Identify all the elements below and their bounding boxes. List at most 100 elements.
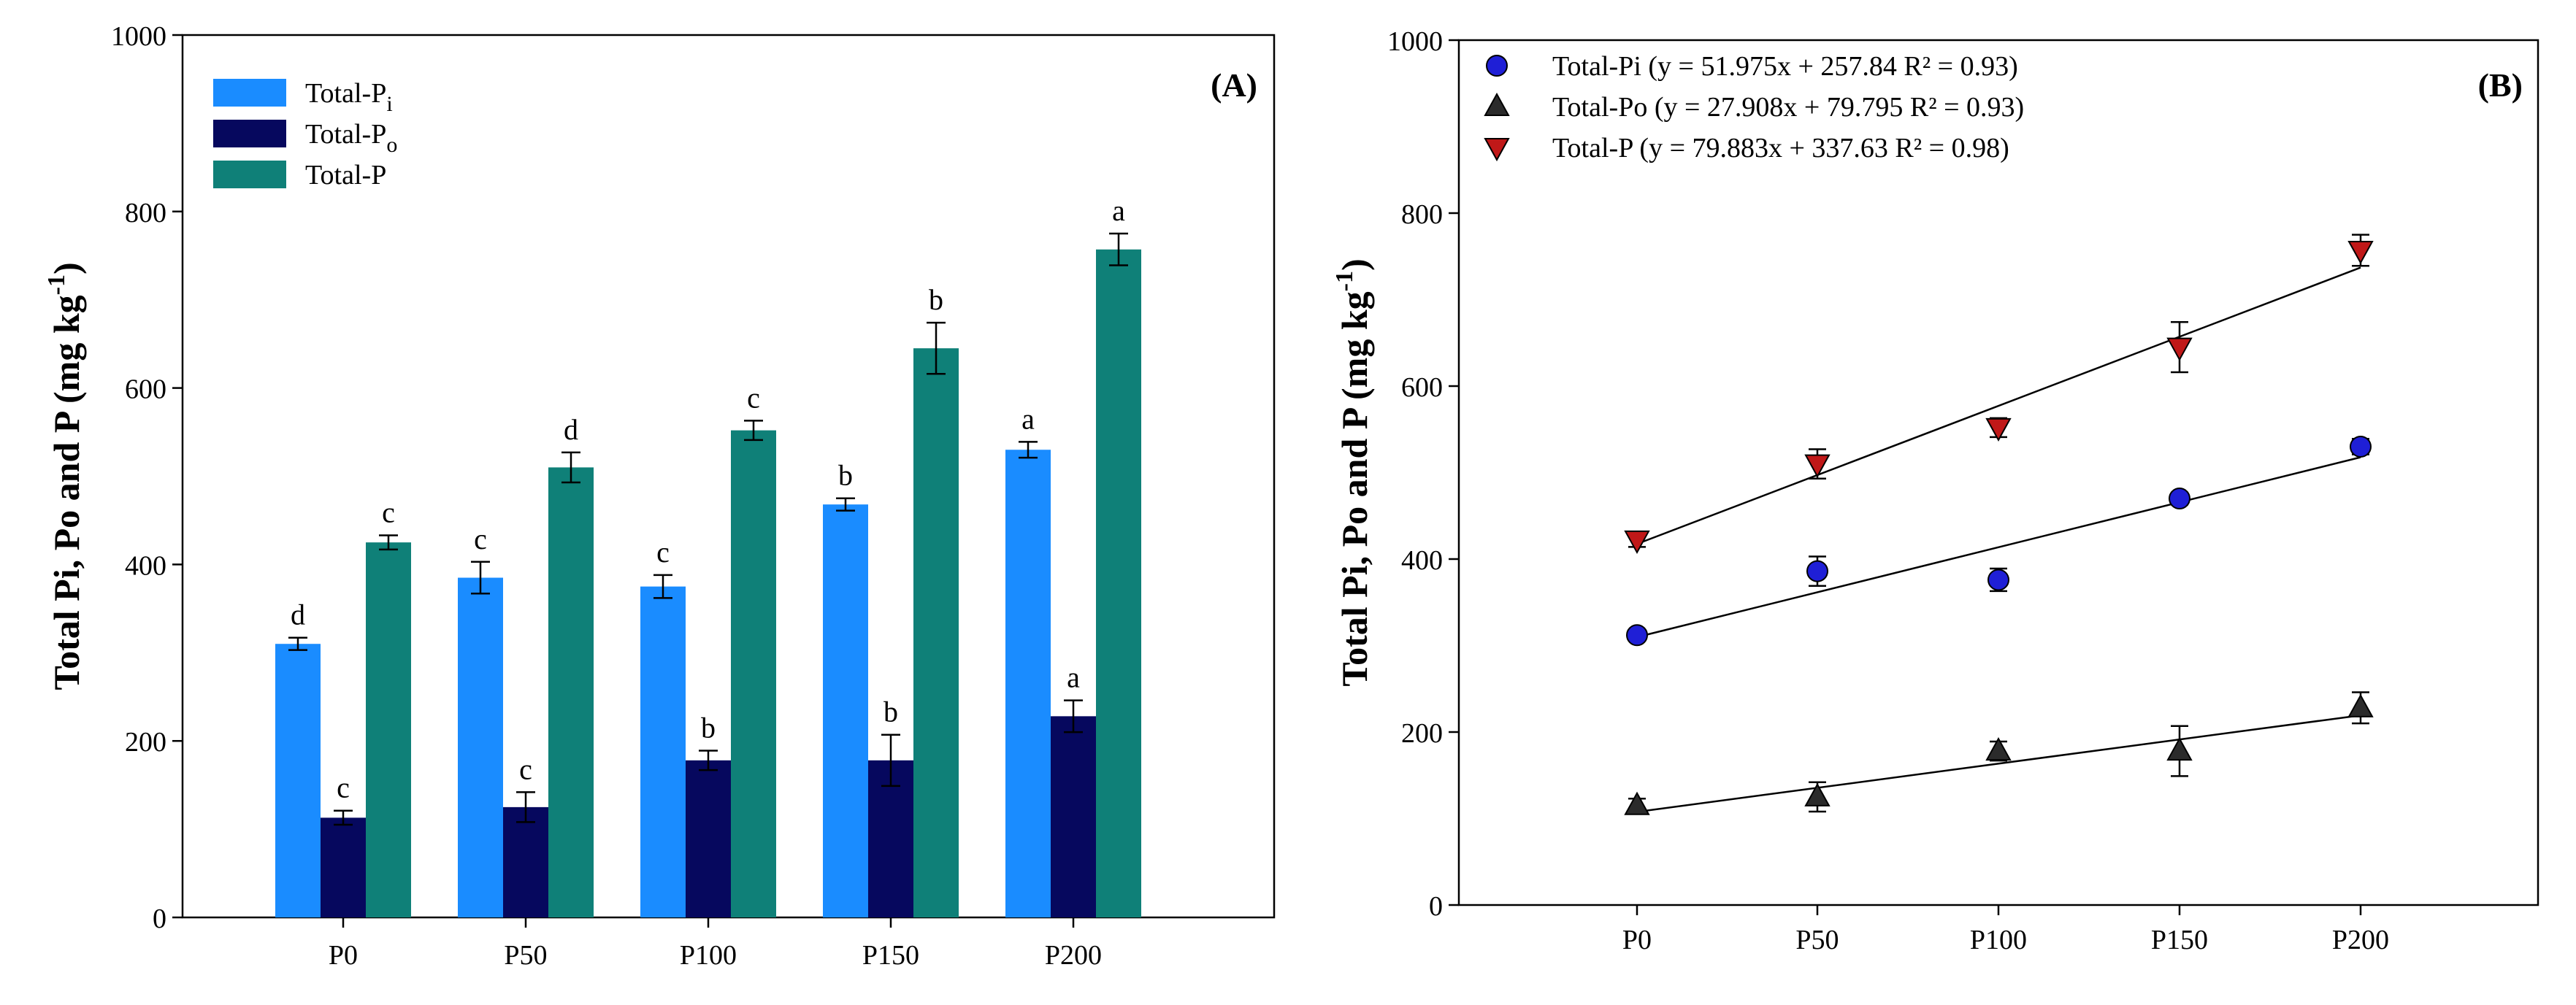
bar-total-pi-p0 [275,644,321,917]
x-tick-label: P200 [2332,925,2389,955]
significance-letter: d [291,598,305,631]
point-total-p-p100 [1985,417,2012,442]
legend-marker [1486,55,1508,77]
point-total-p-p0 [1624,530,1650,555]
legend-marker [1484,138,1510,162]
bar-total-pi-p50 [458,577,503,917]
bar-total-p-p100 [731,430,776,917]
y-axis-label: Total Pi, Po and P (mg kg-1) [1331,258,1375,686]
y-tick-label: 800 [125,198,166,228]
significance-letter: c [337,771,350,804]
y-tick-label: 1000 [1387,26,1443,57]
significance-letter: a [1067,661,1080,694]
legend-label: Total-Pi [305,78,393,116]
significance-letter: c [474,523,487,555]
legend-swatch [213,79,286,107]
point-total-p-p50 [1804,454,1831,478]
plot-frame [1457,39,2539,906]
significance-letter: b [883,696,898,728]
point-total-po-p0 [1624,791,1650,815]
bar-total-pi-p150 [823,504,868,917]
x-tick-label: P100 [1970,925,2027,955]
point-total-po-p100 [1985,736,2012,761]
bar-total-pi-p200 [1005,450,1051,917]
panel-label: (B) [2478,66,2523,104]
legend-label-sub: i [386,92,392,116]
bar-total-p-p200 [1096,249,1141,917]
point-total-p-p150 [2166,337,2193,361]
bar-total-po-p100 [686,760,731,917]
panel-a-bar-chart: 0 200 400 600 800 1000 P0 P50 P100 P150 P200 d c c b a c… [43,21,1276,971]
significance-letter: a [1021,402,1035,435]
legend-label: Total-Pi (y = 51.975x + 257.84 R² = 0.93… [1552,51,2018,82]
significance-letter: b [838,459,853,492]
bar-total-pi-p100 [640,586,686,917]
point-total-pi-p0 [1626,624,1648,647]
legend-label: Total-Po [305,119,397,157]
y-tick-label: 600 [125,374,166,405]
fit-line-total-po [1636,714,2361,813]
x-tick-label: P0 [329,940,358,971]
y-axis-label-tail: ) [46,262,87,274]
point-total-pi-p50 [1806,560,1828,582]
y-axis-label-sup: -1 [1331,271,1358,291]
significance-letter: b [701,711,716,744]
legend-label-main: Total-P [305,160,386,190]
x-tick-label: P200 [1045,940,1102,971]
panel-label: (A) [1211,66,1257,104]
point-total-po-p150 [2166,736,2193,761]
legend-label: Total-P (y = 79.883x + 337.63 R² = 0.98) [1552,133,2009,163]
y-tick-label: 800 [1401,199,1443,230]
bar-total-p-p50 [548,467,594,917]
legend-swatch [213,161,286,188]
y-axis-label: Total Pi, Po and P (mg kg-1) [43,262,87,690]
legend-label: Total-P [305,160,386,190]
y-tick-label: 400 [1401,545,1443,576]
x-tick-label: P50 [504,940,547,971]
x-tick-label: P150 [2151,925,2208,955]
y-tick-label: 200 [1401,718,1443,749]
fit-line-total-p [1636,266,2361,545]
bar-total-po-p200 [1051,716,1096,917]
bar-total-p-p150 [913,348,959,917]
point-total-pi-p150 [2169,488,2190,510]
bar-total-po-p0 [321,817,366,917]
y-axis-label-main: Total Pi, Po and P (mg kg [1334,291,1375,686]
y-tick-label: 200 [125,727,166,758]
x-tick-label: P150 [862,940,919,971]
significance-letter: b [929,283,943,316]
significance-letter: c [747,381,760,414]
y-tick-label: 0 [1429,891,1443,922]
significance-letter: c [382,496,395,529]
significance-letter: a [1112,194,1125,227]
y-tick-label: 0 [153,904,166,934]
y-tick-label: 1000 [111,21,166,52]
fit-line-total-pi [1636,456,2361,639]
legend-label-main: Total-P [305,119,386,150]
panel-b-scatter-chart: 0 200 400 600 800 1000 P0 P50 P100 P150 P200 Total … [1331,26,2539,955]
y-tick-label: 400 [125,550,166,581]
point-total-p-p200 [2347,240,2374,265]
y-tick-label: 600 [1401,372,1443,403]
point-total-pi-p100 [1987,569,2009,591]
bar-total-p-p0 [366,542,411,917]
legend: Total-Pi (y = 51.975x + 257.84 R² = 0.93… [1484,51,2024,163]
significance-letter: c [519,752,532,785]
legend-swatch [213,120,286,147]
y-axis-label-tail: ) [1334,258,1375,271]
y-axis-label-main: Total Pi, Po and P (mg kg [46,295,87,690]
x-tick-label: P0 [1622,925,1652,955]
y-axis-label-sup: -1 [43,274,70,295]
point-total-pi-p200 [2350,435,2372,458]
legend-label-sub: o [386,133,397,157]
significance-letter: c [656,536,670,569]
legend-marker [1484,92,1510,116]
x-tick-label: P100 [680,940,737,971]
significance-letter: d [564,413,578,446]
legend-label-main: Total-P [305,78,386,109]
point-total-po-p50 [1804,782,1831,806]
x-tick-label: P50 [1795,925,1839,955]
bar-total-po-p50 [503,806,548,917]
